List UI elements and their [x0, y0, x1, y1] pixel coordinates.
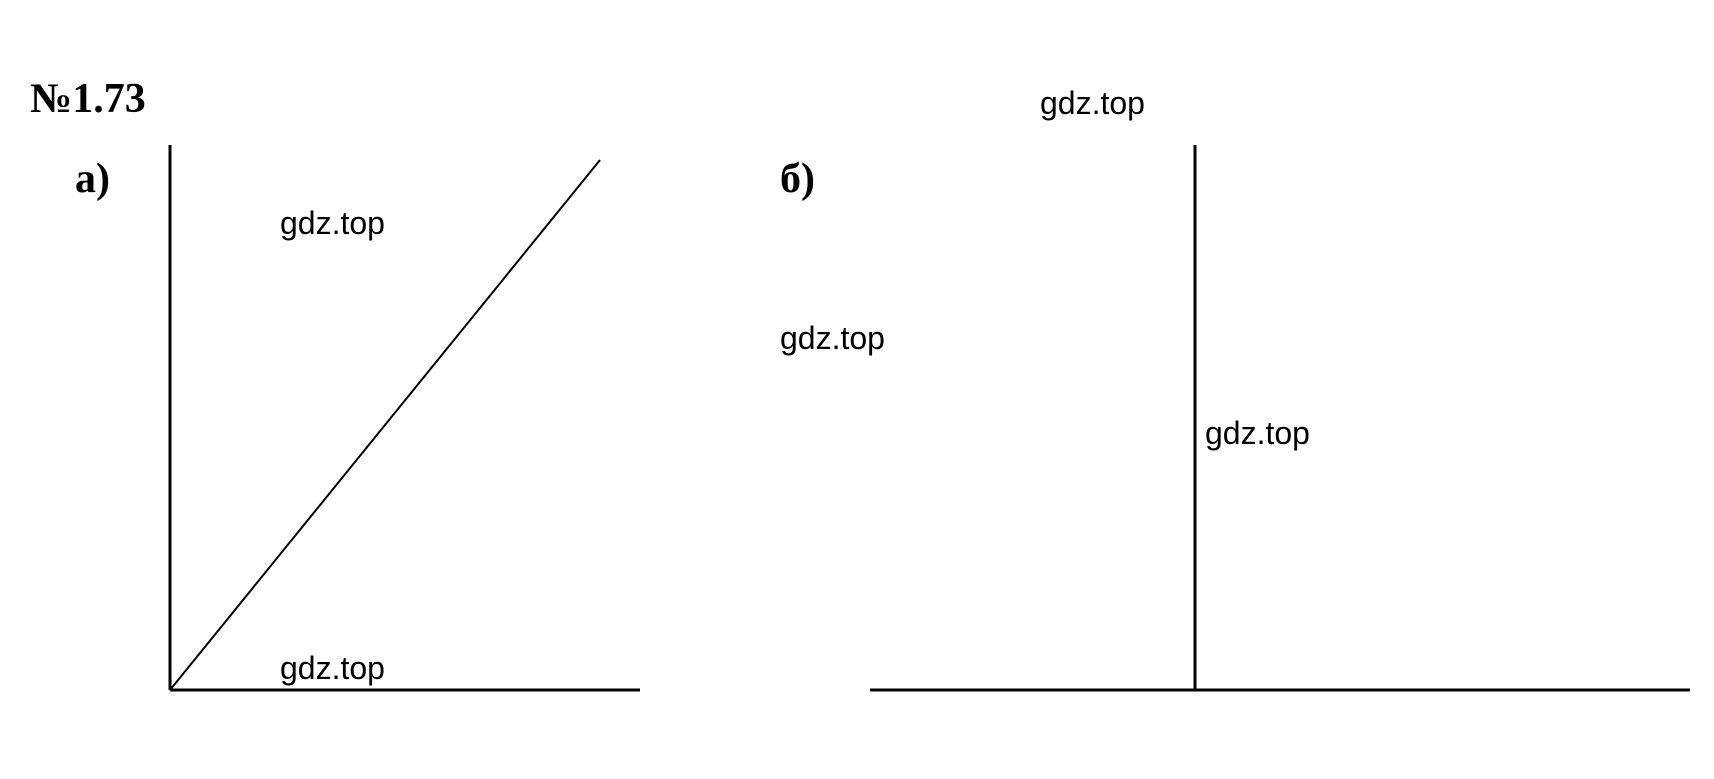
watermark-text: gdz.top [280, 650, 385, 687]
watermark-text: gdz.top [1040, 85, 1145, 122]
diagram-svg [0, 0, 1714, 779]
line-segment [170, 160, 600, 690]
watermark-text: gdz.top [1205, 415, 1310, 452]
panel-a-lines [170, 145, 640, 690]
watermark-text: gdz.top [780, 320, 885, 357]
watermark-text: gdz.top [280, 205, 385, 242]
